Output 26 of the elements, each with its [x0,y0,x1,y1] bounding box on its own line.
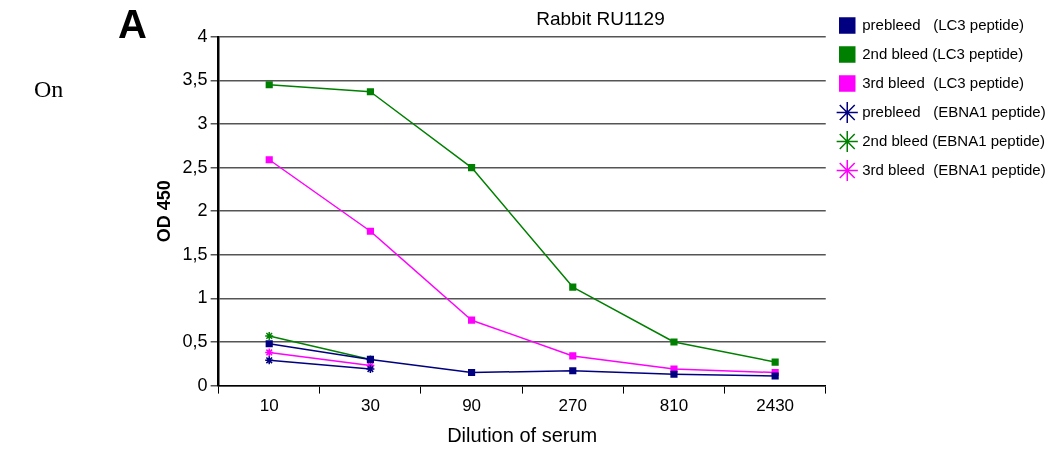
chart-title: Rabbit RU1129 [536,7,665,29]
y-tick-label: 0 [197,374,208,395]
legend-label: 3rd bleed (LC3 peptide) [862,73,1025,91]
x-tick-label: 270 [558,396,587,416]
legend-label: 2nd bleed (EBNA1 peptide) [862,131,1045,149]
x-tick-label: 810 [659,396,689,416]
x-tick-label: 10 [259,396,279,416]
y-tick-label: 1,5 [182,243,208,264]
y-tick-label: 3 [197,112,208,133]
y-tick-label: 3,5 [182,69,208,90]
y-tick-label: 4 [197,25,208,46]
legend-label: prebleed (LC3 peptide) [862,15,1025,33]
y-tick-label: 2 [197,200,208,221]
y-tick-label: 0,5 [182,330,208,351]
text: A [118,2,147,47]
x-tick-label: 30 [360,396,380,416]
x-axis-title: Dilution of serum [447,423,598,446]
x-tick-label: 90 [462,396,482,416]
legend-label: prebleed (EBNA1 peptide) [862,102,1046,120]
x-tick-label: 2430 [756,396,795,416]
legend-label: 2nd bleed (LC3 peptide) [862,44,1024,62]
y-axis-title: OD 450 [153,180,174,243]
y-tick-label: 2,5 [182,156,208,177]
legend-label: 3rd bleed (EBNA1 peptide) [862,160,1046,178]
y-tick-label: 1 [197,287,208,308]
text: On [34,76,64,103]
